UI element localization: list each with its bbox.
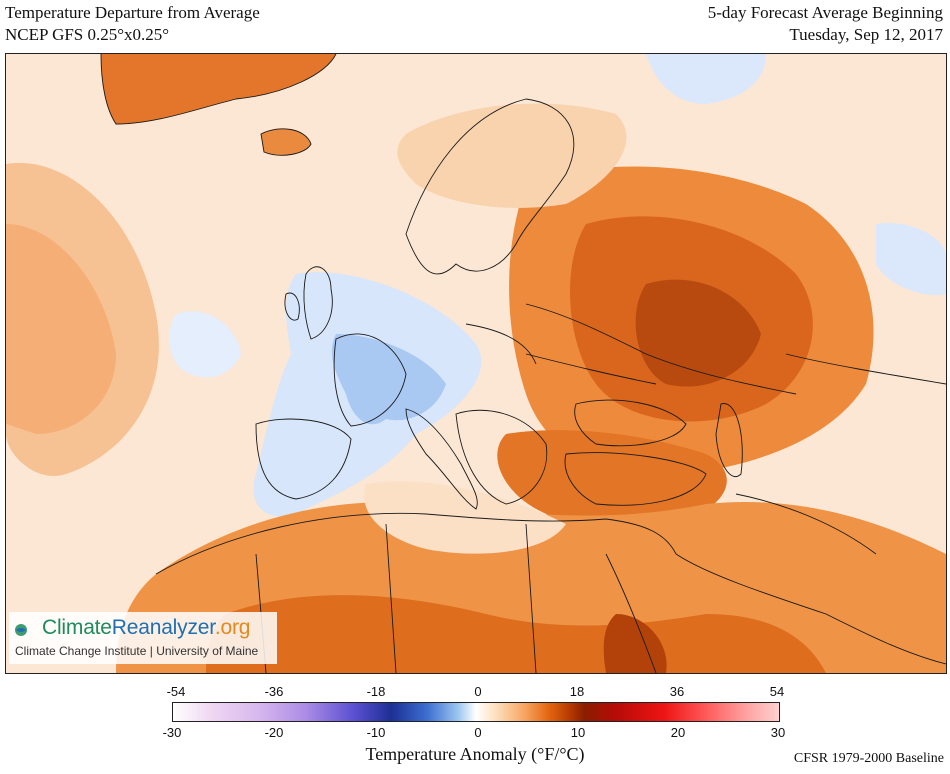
arabian-coast: [675, 553, 946, 665]
france-border: [333, 333, 407, 427]
colorbar-tick-f: 54: [769, 684, 785, 699]
cool-anomaly-core: [331, 334, 446, 425]
globe-logo-icon: [15, 624, 27, 636]
temperature-colorbar: [172, 702, 780, 722]
brand-name-part3: .org: [214, 616, 251, 639]
brand-name-part1: Climate: [42, 616, 112, 639]
colorbar-tick-c: -30: [162, 725, 182, 740]
sahara-border-3: [525, 523, 537, 673]
warm-anomaly-russia-peak: [635, 279, 761, 387]
iceland: [261, 128, 311, 156]
model-resolution: NCEP GFS 0.25°x0.25°: [5, 25, 170, 44]
greenland: [101, 54, 336, 124]
colorbar-tick-c: -10: [366, 725, 386, 740]
anomaly-map: [5, 53, 947, 674]
forecast-date: Tuesday, Sep 12, 2017: [789, 25, 943, 44]
turkey-border: [564, 452, 707, 506]
colorbar-tick-f: -36: [264, 684, 284, 699]
atlantic-warm-core: [6, 224, 116, 434]
cool-anomaly-atlantic: [169, 311, 241, 378]
ukraine-border: [525, 353, 657, 385]
colorbar-title: Temperature Anomaly (°F/°C): [365, 744, 585, 764]
russia-border: [525, 303, 797, 395]
britain-coast: [303, 266, 333, 340]
north-africa-coast: [155, 512, 677, 575]
poland-border: [465, 323, 537, 365]
warm-anomaly-turkey: [497, 430, 727, 528]
red-sea-coast: [605, 553, 657, 673]
forecast-period: 5-day Forecast Average Beginning: [707, 3, 943, 22]
black-sea-coast: [574, 399, 687, 447]
colorbar-tick-f: -54: [166, 684, 186, 699]
kazakhstan-border: [785, 353, 946, 385]
colorbar-tick-f: 36: [669, 684, 685, 699]
east-cool-patch: [876, 223, 946, 295]
brand-name: ClimateReanalyzer.org: [42, 616, 250, 640]
iceland-coast: [260, 128, 312, 156]
iberia-coast: [255, 418, 352, 500]
colorbar-tick-c: 20: [670, 725, 686, 740]
map-svg: [6, 54, 946, 673]
colorbar-tick-f: 0: [474, 684, 482, 699]
colorbar-tick-f: 18: [569, 684, 585, 699]
chart-title-block: Temperature Departure from Average NCEP …: [5, 2, 260, 46]
scandinavia-mild: [397, 103, 627, 208]
arctic-cool-patch: [646, 54, 766, 104]
scandinavia-coast: [405, 98, 575, 275]
forecast-info-block: 5-day Forecast Average Beginning Tuesday…: [708, 2, 943, 46]
brand-name-part2: Reanalyzer: [111, 616, 215, 639]
ireland-coast: [284, 292, 300, 321]
greenland-coast: [100, 54, 337, 125]
balkans-border: [455, 409, 548, 505]
colorbar-tick-c: -20: [264, 725, 284, 740]
climate-reanalyzer-brand[interactable]: ClimateReanalyzer.org Climate Change Ins…: [9, 612, 277, 664]
brand-affiliation: Climate Change Institute | University of…: [15, 644, 259, 658]
chart-title: Temperature Departure from Average: [5, 3, 260, 22]
colorbar-tick-f: -18: [366, 684, 386, 699]
italy-coast: [405, 408, 478, 510]
baseline-label: CFSR 1979-2000 Baseline: [793, 751, 944, 766]
warm-anomaly-sahara-core: [206, 595, 826, 673]
colorbar-tick-c: 10: [570, 725, 586, 740]
country-borders: [100, 54, 946, 673]
caspian-coast: [715, 403, 743, 477]
colorbar-tick-c: 0: [474, 725, 482, 740]
colorbar-tick-c: 30: [770, 725, 786, 740]
sahara-border-2: [385, 523, 397, 673]
iran-border: [735, 493, 877, 555]
